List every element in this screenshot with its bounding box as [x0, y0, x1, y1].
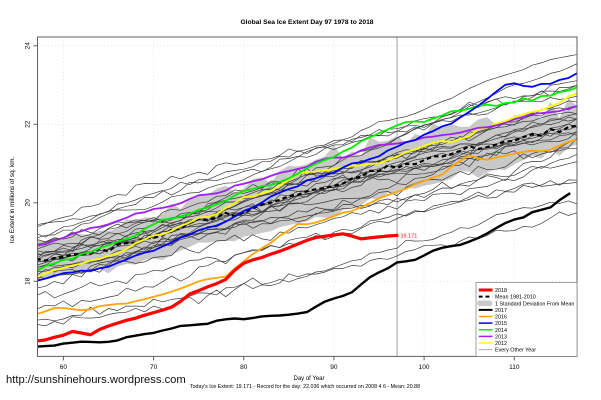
svg-text:http://sunshinehours.wordpress: http://sunshinehours.wordpress.com [6, 374, 186, 386]
svg-text:18: 18 [25, 277, 32, 285]
svg-text:70: 70 [150, 364, 158, 371]
svg-text:22: 22 [25, 120, 32, 128]
svg-text:2012: 2012 [495, 341, 507, 347]
svg-text:2013: 2013 [495, 334, 507, 340]
svg-text:Ice Extent in millions of sq.: Ice Extent in millions of sq. km. [9, 157, 16, 244]
svg-text:Every Other Year: Every Other Year [495, 348, 536, 354]
svg-text:Global Sea Ice Extent Day 97 1: Global Sea Ice Extent Day 97 1978 to 201… [240, 19, 373, 26]
svg-text:2015: 2015 [495, 321, 507, 327]
svg-text:80: 80 [240, 364, 248, 371]
svg-text:2018: 2018 [495, 288, 507, 294]
svg-text:2016: 2016 [495, 315, 507, 321]
svg-text:60: 60 [60, 364, 68, 371]
svg-text:1 Standard Deviation From Mean: 1 Standard Deviation From Mean [495, 301, 574, 307]
svg-text:2017: 2017 [495, 308, 507, 314]
svg-text:Today's Ice Extent: 19.171 -: Today's Ice Extent: 19.171 - Record for … [190, 384, 420, 390]
svg-text:100: 100 [419, 364, 430, 371]
svg-text:19.171: 19.171 [401, 233, 418, 239]
svg-text:Day of Year: Day of Year [293, 376, 324, 382]
svg-text:Mean 1981-2010: Mean 1981-2010 [495, 295, 536, 301]
svg-text:110: 110 [509, 364, 520, 371]
svg-text:2014: 2014 [495, 328, 507, 334]
svg-text:90: 90 [330, 364, 338, 371]
svg-text:24: 24 [25, 42, 32, 50]
svg-text:20: 20 [25, 199, 32, 207]
